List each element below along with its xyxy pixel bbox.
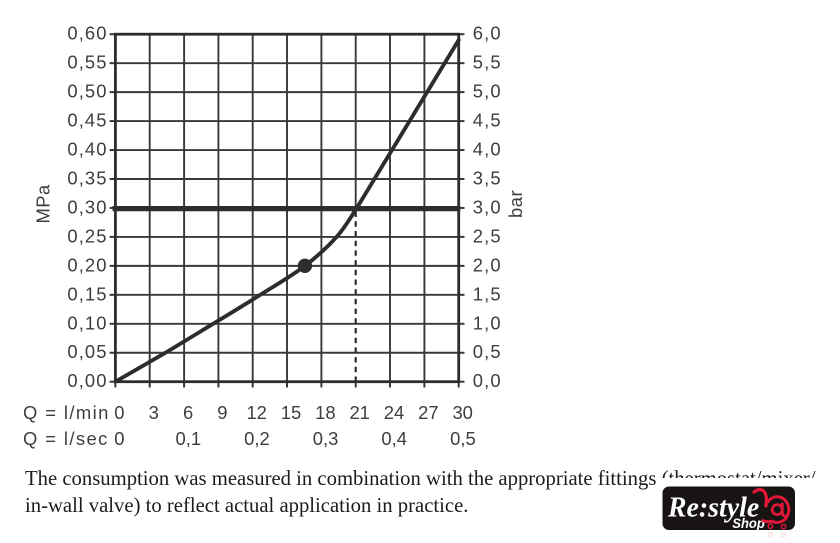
svg-text:0,10: 0,10 [67, 312, 107, 333]
svg-text:MPa: MPa [32, 184, 53, 224]
svg-text:21: 21 [349, 402, 369, 423]
svg-text:0,25: 0,25 [67, 225, 107, 246]
svg-text:0,50: 0,50 [67, 81, 107, 102]
svg-text:0,15: 0,15 [67, 283, 107, 304]
svg-text:Q = l/min: Q = l/min [23, 402, 110, 423]
svg-text:0,0: 0,0 [473, 370, 502, 391]
svg-text:0,5: 0,5 [450, 428, 476, 449]
svg-text:0,4: 0,4 [381, 428, 407, 449]
svg-text:0: 0 [114, 402, 124, 423]
svg-text:0: 0 [114, 428, 124, 449]
svg-text:15: 15 [281, 402, 301, 423]
svg-text:0,40: 0,40 [67, 139, 107, 160]
svg-text:6: 6 [183, 402, 193, 423]
svg-text:0,5: 0,5 [473, 341, 502, 362]
svg-text:4,5: 4,5 [473, 110, 502, 131]
svg-text:1,0: 1,0 [473, 312, 502, 333]
svg-text:Re:style: Re:style [667, 493, 759, 524]
svg-text:4,0: 4,0 [473, 139, 502, 160]
svg-text:5,0: 5,0 [473, 81, 502, 102]
svg-text:2,5: 2,5 [473, 225, 502, 246]
svg-text:0,30: 0,30 [67, 196, 107, 217]
svg-text:18: 18 [315, 402, 335, 423]
svg-text:0,1: 0,1 [176, 428, 202, 449]
svg-text:3: 3 [149, 402, 159, 423]
svg-text:0,2: 0,2 [244, 428, 270, 449]
svg-text:2,0: 2,0 [473, 254, 502, 275]
svg-text:0,55: 0,55 [67, 52, 107, 73]
svg-text:0,05: 0,05 [67, 341, 107, 362]
svg-text:Shop: Shop [732, 516, 764, 531]
svg-text:5,5: 5,5 [473, 52, 502, 73]
svg-text:27: 27 [418, 402, 438, 423]
svg-text:12: 12 [246, 402, 266, 423]
svg-text:0,35: 0,35 [67, 167, 107, 188]
svg-text:3,0: 3,0 [473, 196, 502, 217]
svg-text:0,00: 0,00 [67, 370, 107, 391]
svg-text:0,60: 0,60 [67, 23, 107, 44]
svg-text:Q = l/sec: Q = l/sec [23, 428, 109, 449]
svg-text:3,5: 3,5 [473, 167, 502, 188]
svg-text:1,5: 1,5 [473, 283, 502, 304]
svg-text:6,0: 6,0 [473, 23, 502, 44]
svg-text:0,45: 0,45 [67, 110, 107, 131]
svg-text:0,20: 0,20 [67, 254, 107, 275]
svg-text:30: 30 [452, 402, 472, 423]
svg-text:bar: bar [505, 190, 526, 218]
svg-text:0,3: 0,3 [313, 428, 339, 449]
svg-text:24: 24 [384, 402, 404, 423]
svg-text:9: 9 [217, 402, 227, 423]
